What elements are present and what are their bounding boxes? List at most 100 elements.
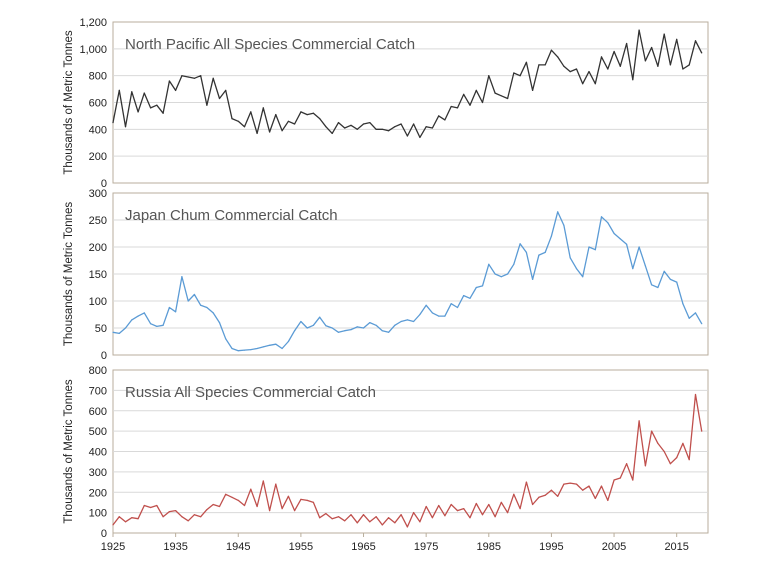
data-point <box>231 347 233 350</box>
data-point <box>287 495 289 497</box>
data-point <box>206 104 208 106</box>
y-tick-label: 200 <box>89 487 107 499</box>
data-point <box>175 89 177 91</box>
data-point <box>607 222 609 224</box>
data-point <box>187 520 189 522</box>
data-point <box>463 295 465 297</box>
data-point <box>688 317 690 319</box>
data-point <box>294 330 296 332</box>
data-point <box>150 506 152 509</box>
data-point <box>156 104 158 106</box>
data-point <box>124 327 127 329</box>
data-point <box>193 77 195 79</box>
data-point <box>225 493 227 495</box>
data-point <box>375 516 377 518</box>
x-tick-label: 1935 <box>163 541 187 553</box>
data-point <box>337 331 340 333</box>
data-point <box>663 33 665 35</box>
data-point <box>644 60 647 62</box>
data-point <box>388 517 390 519</box>
data-point <box>287 340 289 343</box>
data-point <box>212 312 214 314</box>
data-point <box>525 251 528 253</box>
y-axis-label: Thousands of Metric Tonnes <box>63 379 75 524</box>
y-axis-label: Thousands of Metric Tonnes <box>63 202 75 347</box>
data-point <box>218 322 221 324</box>
data-point <box>600 485 603 487</box>
data-point <box>344 330 346 332</box>
data-point <box>156 504 158 507</box>
data-point <box>369 322 371 324</box>
data-point <box>644 265 647 267</box>
data-point <box>193 293 195 296</box>
data-point <box>193 514 195 516</box>
y-tick-label: 0 <box>101 178 107 190</box>
data-point <box>651 430 653 432</box>
data-point <box>287 120 289 122</box>
data-point <box>325 513 327 515</box>
data-point <box>513 263 515 265</box>
y-axis-label: Thousands of Metric Tonnes <box>63 30 75 175</box>
data-point <box>488 503 490 506</box>
data-point <box>269 131 271 133</box>
data-point <box>124 521 127 523</box>
data-point <box>406 526 408 528</box>
data-point <box>663 270 665 272</box>
data-point <box>187 76 189 78</box>
x-tick-label: 1955 <box>289 541 313 553</box>
data-point <box>663 450 665 453</box>
data-point <box>344 127 346 129</box>
y-tick-label: 800 <box>89 71 107 83</box>
data-point <box>582 83 584 85</box>
data-point <box>525 61 528 63</box>
data-point <box>676 38 678 41</box>
data-point <box>256 132 258 134</box>
y-tick-label: 100 <box>89 296 107 308</box>
data-point <box>669 278 672 280</box>
data-point <box>350 124 352 126</box>
data-point <box>588 485 590 487</box>
x-tick-label: 1995 <box>539 541 563 553</box>
data-point <box>563 65 565 67</box>
data-point <box>231 118 233 120</box>
data-point <box>626 463 628 465</box>
data-point <box>563 224 565 226</box>
data-point <box>237 499 239 501</box>
data-point <box>300 111 302 113</box>
data-point <box>613 50 615 53</box>
y-tick-label: 0 <box>101 350 107 362</box>
data-point <box>475 286 477 289</box>
data-point <box>500 501 502 503</box>
data-point <box>256 505 258 508</box>
data-point <box>688 64 690 66</box>
data-point <box>143 312 145 314</box>
data-point <box>388 130 390 132</box>
data-point <box>294 123 296 125</box>
data-point <box>356 128 358 130</box>
panel-title: Russia All Species Commercial Catch <box>125 384 376 401</box>
data-point <box>626 243 628 245</box>
data-point <box>688 459 690 461</box>
data-point <box>450 303 452 305</box>
data-point <box>475 89 477 91</box>
data-point <box>638 246 640 248</box>
data-point <box>682 68 684 70</box>
data-point <box>312 112 314 114</box>
data-point <box>582 276 584 278</box>
data-point <box>118 516 120 518</box>
data-point <box>206 509 208 511</box>
data-point <box>168 80 170 82</box>
data-point <box>137 315 139 317</box>
data-point <box>262 346 264 348</box>
data-point <box>175 311 177 313</box>
data-point <box>456 107 459 109</box>
data-point <box>450 503 452 506</box>
data-point <box>281 508 283 510</box>
data-point <box>550 49 553 51</box>
data-point <box>218 97 221 100</box>
data-point <box>469 517 471 519</box>
data-point <box>438 115 440 117</box>
data-point <box>607 68 609 70</box>
x-tick-label: 1965 <box>351 541 375 553</box>
